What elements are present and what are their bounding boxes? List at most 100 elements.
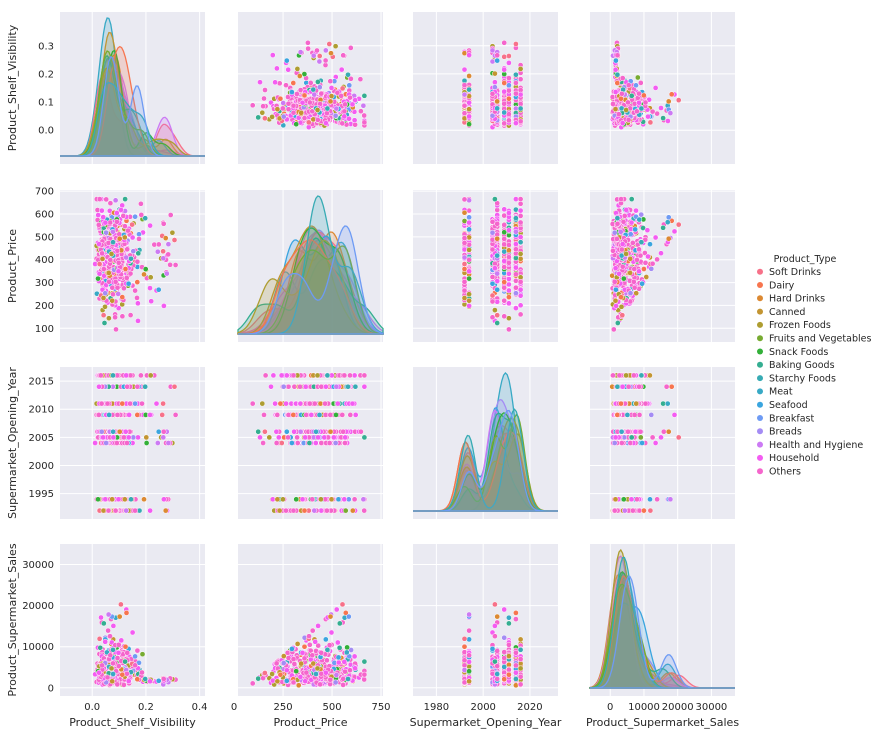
scatter-point	[672, 229, 677, 234]
scatter-point	[518, 256, 523, 261]
scatter-point	[492, 308, 497, 313]
scatter-point	[467, 303, 472, 308]
scatter-point	[655, 257, 660, 262]
scatter-point	[110, 373, 115, 378]
scatter-point	[495, 236, 500, 241]
scatter-point	[161, 303, 166, 308]
scatter-point	[518, 235, 523, 240]
scatter-point	[136, 251, 141, 256]
scatter-point	[650, 261, 655, 266]
panel-background	[413, 190, 558, 342]
scatter-point	[260, 401, 265, 406]
scatter-point	[638, 253, 643, 258]
scatter-point	[631, 373, 636, 378]
scatter-point	[268, 384, 273, 389]
scatter-point	[324, 508, 329, 513]
scatter-point	[110, 285, 115, 290]
scatter-point	[270, 114, 275, 119]
scatter-point	[506, 260, 511, 265]
scatter-point	[126, 435, 131, 440]
panels-layer	[60, 12, 735, 696]
scatter-point	[263, 373, 268, 378]
scatter-point	[467, 107, 472, 112]
scatter-point	[278, 96, 283, 101]
scatter-point	[117, 236, 122, 241]
scatter-point	[302, 116, 307, 121]
scatter-point	[138, 373, 143, 378]
scatter-point	[342, 114, 347, 119]
scatter-point	[634, 109, 639, 114]
scatter-point	[518, 220, 523, 225]
scatter-point	[110, 292, 115, 297]
scatter-point	[262, 87, 267, 92]
scatter-point	[462, 83, 467, 88]
scatter-point	[645, 114, 650, 119]
scatter-point	[340, 412, 345, 417]
scatter-point	[128, 256, 133, 261]
scatter-point	[274, 66, 279, 71]
scatter-point	[506, 228, 511, 233]
scatter-point	[502, 259, 507, 264]
scatter-point	[633, 227, 638, 232]
scatter-point	[495, 253, 500, 258]
scatter-point	[513, 306, 518, 311]
scatter-point	[665, 401, 670, 406]
scatter-point	[362, 373, 367, 378]
scatter-point	[347, 83, 352, 88]
scatter-point	[329, 497, 334, 502]
scatter-point	[173, 412, 178, 417]
scatter-point	[495, 287, 500, 292]
scatter-point	[643, 100, 648, 105]
scatter-point	[143, 216, 148, 221]
scatter-point	[619, 197, 624, 202]
scatter-point	[114, 440, 119, 445]
scatter-point	[619, 440, 624, 445]
scatter-point	[318, 497, 323, 502]
scatter-point	[307, 401, 312, 406]
scatter-point	[98, 373, 103, 378]
scatter-point	[328, 79, 333, 84]
scatter-point	[270, 53, 275, 58]
scatter-point	[495, 279, 500, 284]
scatter-point	[329, 85, 334, 90]
scatter-point	[161, 256, 166, 261]
scatter-point	[144, 435, 149, 440]
scatter-point	[350, 401, 355, 406]
scatter-point	[343, 508, 348, 513]
scatter-point	[502, 89, 507, 94]
scatter-point	[113, 315, 118, 320]
scatter-point	[495, 313, 500, 318]
scatter-point	[125, 384, 130, 389]
scatter-point	[637, 217, 642, 222]
scatter-point	[154, 401, 159, 406]
panel-Product_Shelf_Visibility-vs-Supermarket_Opening_Year	[413, 12, 558, 164]
scatter-point	[513, 247, 518, 252]
scatter-point	[135, 412, 140, 417]
scatter-point	[618, 229, 623, 234]
scatter-point	[291, 373, 296, 378]
scatter-point	[648, 120, 653, 125]
scatter-point	[490, 219, 495, 224]
scatter-point	[115, 285, 120, 290]
scatter-point	[120, 314, 125, 319]
scatter-point	[111, 435, 116, 440]
scatter-point	[345, 72, 350, 77]
scatter-point	[638, 435, 643, 440]
scatter-point	[462, 240, 467, 245]
scatter-point	[300, 497, 305, 502]
scatter-point	[335, 401, 340, 406]
scatter-point	[502, 213, 507, 218]
scatter-point	[615, 53, 620, 58]
scatter-point	[490, 91, 495, 96]
scatter-point	[315, 79, 320, 84]
scatter-point	[149, 299, 154, 304]
scatter-point	[666, 215, 671, 220]
scatter-point	[645, 228, 650, 233]
scatter-point	[362, 435, 367, 440]
scatter-point	[467, 73, 472, 78]
scatter-point	[97, 261, 102, 266]
scatter-point	[108, 220, 113, 225]
scatter-point	[352, 118, 357, 123]
scatter-point	[641, 266, 646, 271]
